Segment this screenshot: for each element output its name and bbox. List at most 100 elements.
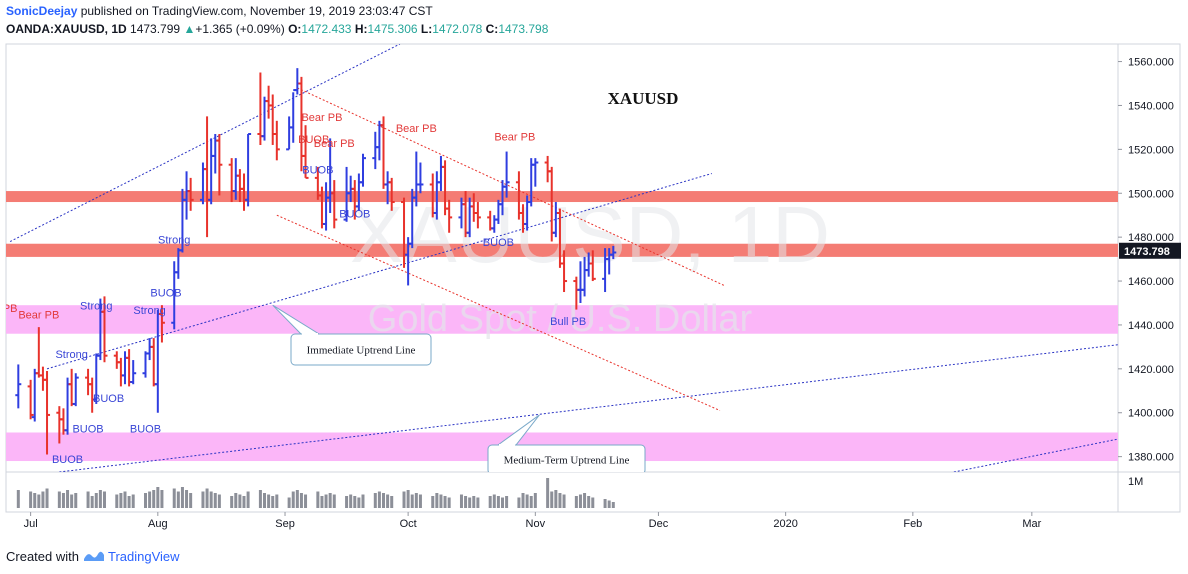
price-bar: [298, 76, 305, 172]
volume-bar: [410, 494, 414, 508]
volume-bar: [439, 494, 443, 508]
callout-joint: [302, 333, 318, 336]
publisher-link[interactable]: SonicDeejay: [6, 4, 78, 18]
price-bar: [261, 96, 268, 141]
x-tick-label: Nov: [526, 518, 546, 530]
pattern-label: BUOB: [72, 423, 103, 435]
price-bar: [142, 351, 149, 378]
volume-bar: [238, 494, 242, 508]
volume-bar: [213, 493, 217, 508]
y-tick-label: 1500.000: [1128, 188, 1174, 200]
change-arrow-icon: ▲: [183, 22, 196, 36]
x-tick-label: Jul: [24, 518, 38, 530]
zone-resistance-0: [6, 191, 1118, 203]
high-value: 1475.306: [367, 22, 418, 36]
x-tick-label: 2020: [773, 518, 797, 530]
pattern-label: BUOB: [93, 393, 124, 405]
volume-bar: [501, 497, 505, 508]
volume-bar: [386, 494, 390, 508]
price-bar: [121, 351, 128, 385]
open-value: 1472.433: [301, 22, 352, 36]
price-bar: [474, 202, 481, 229]
x-tick-label: Mar: [1022, 518, 1041, 530]
volume-bar: [554, 490, 558, 508]
price-bar: [269, 94, 276, 145]
volume-bar: [492, 494, 496, 508]
pattern-label: PB: [3, 303, 18, 315]
price-bar: [64, 377, 71, 435]
open-label: O:: [288, 22, 302, 36]
volume-bar: [70, 494, 74, 508]
volume-bar: [525, 494, 529, 508]
volume-bar: [316, 491, 320, 508]
last-price: 1473.799: [130, 22, 181, 36]
callout-text: Medium-Term Uptrend Line: [504, 455, 630, 467]
volume-bar: [349, 494, 353, 508]
price-bar: [39, 366, 46, 391]
volume-bar: [558, 493, 562, 508]
pattern-label: Strong: [158, 235, 190, 247]
pattern-label: Strong: [55, 349, 87, 361]
volume-bar: [357, 497, 361, 508]
price-bar: [35, 327, 42, 378]
volume-bar: [402, 491, 406, 508]
x-tick-label: Sep: [275, 518, 295, 530]
price-bar: [187, 177, 194, 211]
volume-bar: [476, 497, 480, 508]
pattern-label: BUOB: [130, 423, 161, 435]
volume-bar: [496, 496, 500, 508]
symbol-name[interactable]: OANDA:XAUUSD, 1D: [6, 22, 127, 36]
pattern-label: Strong: [80, 301, 112, 313]
watermark-symbol: XAUUSD, 1D: [350, 190, 830, 279]
volume-bar: [562, 494, 566, 508]
trendline-descending-bottom: [276, 214, 721, 412]
y-tick-label: 1380.000: [1128, 452, 1174, 464]
volume-bar: [127, 496, 131, 508]
volume-bar: [201, 491, 205, 508]
volume-bar: [61, 493, 65, 508]
volume-bar: [267, 494, 271, 508]
volume-bar: [242, 496, 246, 508]
volume-bar: [217, 494, 221, 508]
pattern-label: Strong: [133, 305, 165, 317]
pattern-label: Bull PB: [550, 316, 586, 328]
callout-box: [487, 444, 646, 472]
price-bar: [294, 68, 301, 95]
tradingview-link[interactable]: TradingView: [108, 549, 180, 564]
volume-bar: [517, 497, 521, 508]
volume-bar: [205, 488, 209, 508]
volume-bar: [505, 496, 509, 508]
price-bar: [85, 368, 92, 396]
volume-bar: [299, 493, 303, 508]
price-bar: [216, 133, 223, 196]
volume-bar: [160, 490, 164, 508]
volume-bar: [607, 500, 611, 508]
volume-bar: [263, 493, 267, 508]
y-tick-label: 1540.000: [1128, 100, 1174, 112]
price-bar: [417, 162, 424, 194]
price-bar: [257, 72, 264, 145]
x-tick-label: Feb: [903, 518, 922, 530]
volume-bar: [345, 496, 349, 508]
price-bar: [117, 357, 124, 387]
volume-bar: [550, 491, 554, 508]
volume-bar: [521, 493, 525, 508]
symbol-legend: OANDA:XAUUSD, 1D 1473.799 ▲+1.365 (+0.09…: [6, 22, 548, 36]
price-bar: [561, 250, 568, 293]
volume-bar: [246, 491, 250, 508]
close-label: C:: [485, 22, 499, 36]
volume-bar: [119, 493, 123, 508]
volume-bar: [185, 490, 189, 508]
volume-bar: [148, 491, 152, 508]
publish-text: published on TradingView.com, November 1…: [77, 4, 433, 18]
volume-bar: [74, 493, 78, 508]
volume-bar: [603, 499, 607, 508]
volume-bar: [172, 488, 176, 508]
volume-bar: [295, 490, 299, 508]
pattern-label: Bear PB: [301, 112, 342, 124]
close-value: 1473.798: [498, 22, 549, 36]
volume-bar: [123, 491, 127, 508]
volume-bar: [406, 490, 410, 508]
price-bar: [72, 373, 79, 407]
